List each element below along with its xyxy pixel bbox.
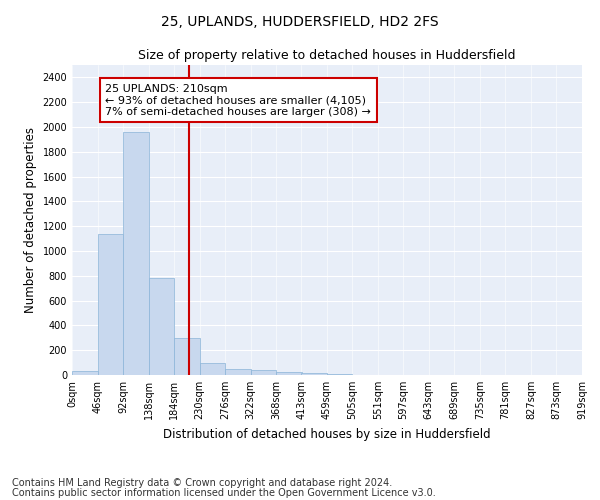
Text: 25, UPLANDS, HUDDERSFIELD, HD2 2FS: 25, UPLANDS, HUDDERSFIELD, HD2 2FS [161, 15, 439, 29]
Bar [200, 362, 225, 375]
Bar [251, 370, 276, 375]
Bar [276, 372, 302, 375]
Bar [98, 234, 123, 375]
Bar [225, 370, 251, 375]
Bar [301, 373, 327, 375]
Bar [327, 374, 352, 375]
Y-axis label: Number of detached properties: Number of detached properties [24, 127, 37, 313]
X-axis label: Distribution of detached houses by size in Huddersfield: Distribution of detached houses by size … [163, 428, 491, 440]
Bar [174, 338, 200, 375]
Bar [72, 370, 98, 375]
Text: Contains HM Land Registry data © Crown copyright and database right 2024.: Contains HM Land Registry data © Crown c… [12, 478, 392, 488]
Bar [149, 278, 174, 375]
Text: Contains public sector information licensed under the Open Government Licence v3: Contains public sector information licen… [12, 488, 436, 498]
Text: 25 UPLANDS: 210sqm
← 93% of detached houses are smaller (4,105)
7% of semi-detac: 25 UPLANDS: 210sqm ← 93% of detached hou… [105, 84, 371, 117]
Title: Size of property relative to detached houses in Huddersfield: Size of property relative to detached ho… [138, 50, 516, 62]
Bar [123, 132, 149, 375]
